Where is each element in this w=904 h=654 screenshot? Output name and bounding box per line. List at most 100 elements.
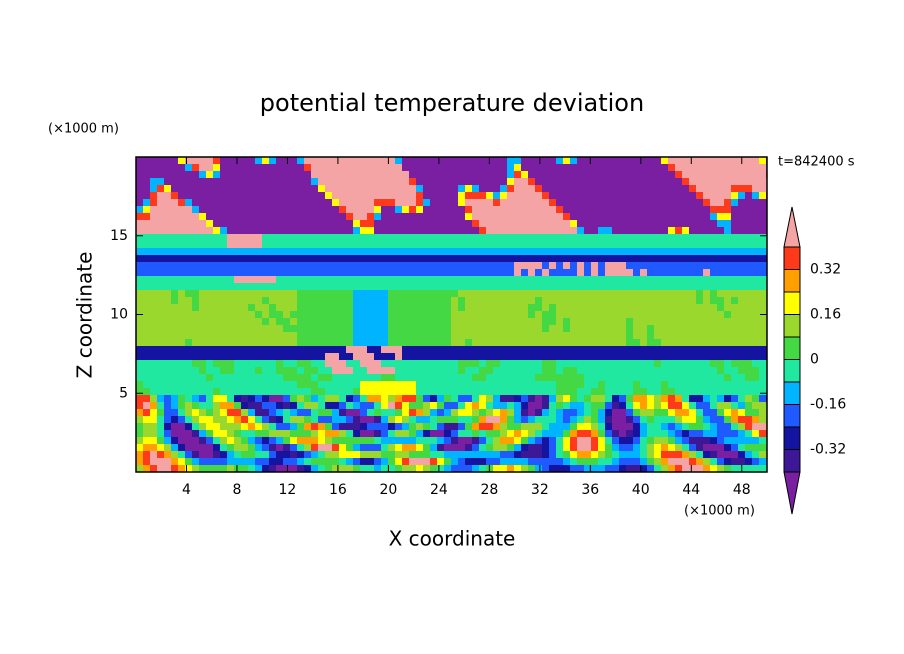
contour-cell xyxy=(143,416,151,424)
contour-cell xyxy=(416,402,424,410)
contour-cell xyxy=(633,290,641,298)
contour-cell xyxy=(472,374,480,382)
contour-cell xyxy=(598,297,606,305)
contour-cell xyxy=(633,381,641,389)
contour-cell xyxy=(710,360,718,368)
contour-cell xyxy=(241,381,249,389)
contour-cell xyxy=(276,430,284,438)
contour-cell xyxy=(640,276,648,284)
contour-cell xyxy=(381,276,389,284)
contour-cell xyxy=(444,297,452,305)
contour-cell xyxy=(241,423,249,431)
contour-cell xyxy=(150,381,158,389)
contour-cell xyxy=(381,360,389,368)
contour-cell xyxy=(234,304,242,312)
contour-cell xyxy=(164,458,172,466)
contour-cell xyxy=(199,465,207,473)
contour-cell xyxy=(549,332,557,340)
contour-cell xyxy=(206,199,214,207)
contour-cell xyxy=(339,262,347,270)
contour-cell xyxy=(500,388,508,396)
contour-cell xyxy=(416,416,424,424)
contour-cell xyxy=(458,234,466,242)
contour-cell xyxy=(234,185,242,193)
contour-cell xyxy=(339,248,347,256)
contour-cell xyxy=(360,451,368,459)
contour-cell xyxy=(297,283,305,291)
contour-cell xyxy=(640,451,648,459)
contour-cell xyxy=(241,332,249,340)
contour-cell xyxy=(325,360,333,368)
contour-cell xyxy=(409,241,417,249)
contour-cell xyxy=(395,332,403,340)
contour-cell xyxy=(591,325,599,333)
contour-cell xyxy=(549,430,557,438)
contour-cell xyxy=(570,423,578,431)
contour-cell xyxy=(402,241,410,249)
contour-cell xyxy=(647,388,655,396)
contour-cell xyxy=(500,444,508,452)
contour-cell xyxy=(255,276,263,284)
contour-cell xyxy=(136,255,144,263)
contour-cell xyxy=(612,381,620,389)
contour-cell xyxy=(227,395,235,403)
contour-cell xyxy=(178,269,186,277)
contour-cell xyxy=(605,283,613,291)
contour-cell xyxy=(689,276,697,284)
contour-cell xyxy=(234,381,242,389)
contour-cell xyxy=(507,297,515,305)
contour-cell xyxy=(703,402,711,410)
contour-cell xyxy=(227,304,235,312)
contour-cell xyxy=(248,304,256,312)
contour-cell xyxy=(549,381,557,389)
contour-cell xyxy=(311,171,319,179)
contour-cell xyxy=(472,416,480,424)
contour-cell xyxy=(227,248,235,256)
contour-cell xyxy=(647,423,655,431)
contour-cell xyxy=(157,353,165,361)
contour-cell xyxy=(304,185,312,193)
contour-cell xyxy=(143,402,151,410)
contour-cell xyxy=(472,290,480,298)
contour-cell xyxy=(612,199,620,207)
contour-cell xyxy=(136,206,144,214)
contour-cell xyxy=(556,430,564,438)
contour-cell xyxy=(143,311,151,319)
contour-cell xyxy=(514,290,522,298)
contour-cell xyxy=(458,388,466,396)
contour-cell xyxy=(234,360,242,368)
contour-cell xyxy=(164,451,172,459)
contour-cell xyxy=(367,269,375,277)
contour-cell xyxy=(626,430,634,438)
contour-cell xyxy=(171,206,179,214)
contour-cell xyxy=(577,290,585,298)
contour-cell xyxy=(255,395,263,403)
colorbar-box xyxy=(783,314,801,338)
contour-cell xyxy=(297,465,305,473)
contour-cell xyxy=(297,269,305,277)
contour-cell xyxy=(437,206,445,214)
contour-cell xyxy=(276,227,284,235)
contour-cell xyxy=(388,157,396,165)
contour-cell xyxy=(388,255,396,263)
contour-cell xyxy=(689,360,697,368)
contour-cell xyxy=(416,444,424,452)
contour-cell xyxy=(465,241,473,249)
contour-cell xyxy=(304,374,312,382)
contour-cell xyxy=(325,206,333,214)
contour-cell xyxy=(696,423,704,431)
contour-cell xyxy=(507,430,515,438)
contour-cell xyxy=(745,304,753,312)
contour-cell xyxy=(745,227,753,235)
contour-cell xyxy=(661,185,669,193)
contour-cell xyxy=(444,318,452,326)
contour-cell xyxy=(311,416,319,424)
contour-cell xyxy=(136,297,144,305)
contour-cell xyxy=(437,185,445,193)
contour-cell xyxy=(451,451,459,459)
contour-cell xyxy=(185,269,193,277)
contour-cell xyxy=(360,444,368,452)
contour-cell xyxy=(591,206,599,214)
contour-cell xyxy=(514,157,522,165)
contour-cell xyxy=(493,234,501,242)
